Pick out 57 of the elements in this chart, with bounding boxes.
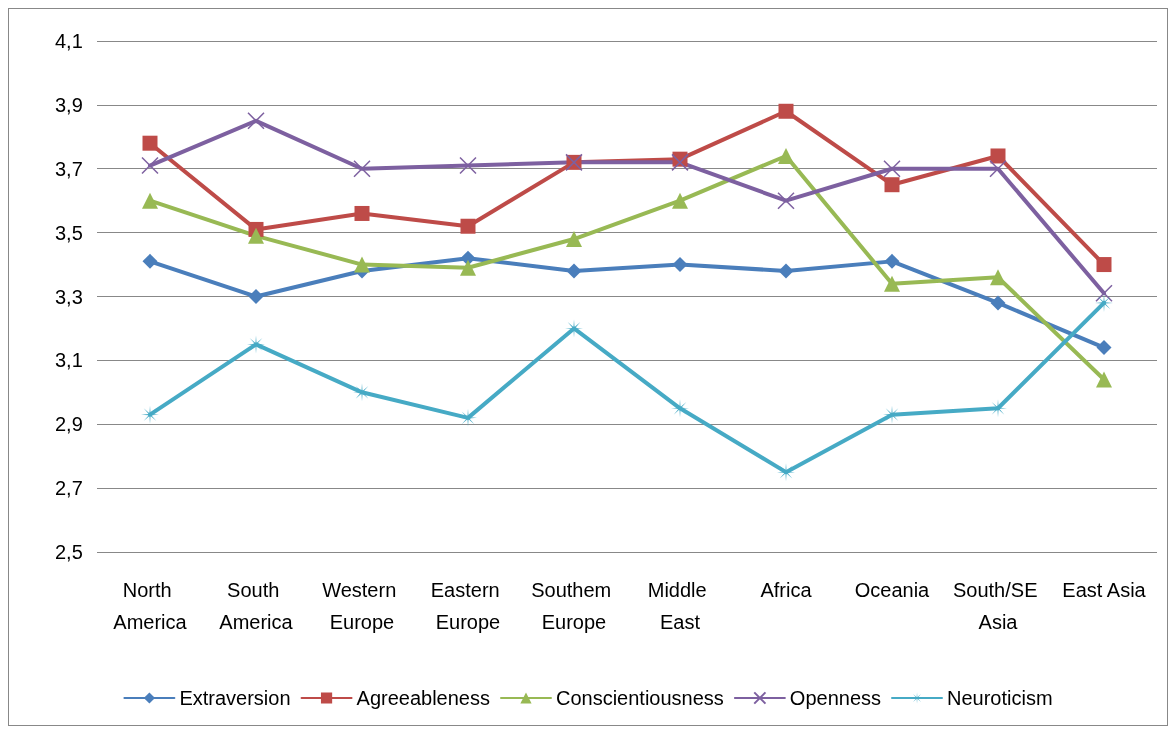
legend-label: Conscientiousness xyxy=(555,687,724,709)
point xyxy=(990,295,1006,311)
point xyxy=(142,253,158,269)
y-tick-label: 2,9 xyxy=(55,413,83,436)
x-tick-label: Oceania xyxy=(854,579,931,601)
point xyxy=(354,256,370,273)
point xyxy=(142,192,158,209)
point xyxy=(566,231,582,248)
point xyxy=(884,275,900,292)
x-tick-label: South/SE Asia xyxy=(952,579,1044,633)
point xyxy=(1095,284,1113,303)
point xyxy=(778,103,794,119)
x-tick-label: East Asia xyxy=(1062,579,1147,601)
point xyxy=(884,177,900,193)
legend-label: Extraversion xyxy=(179,687,291,709)
x-tick-label: Western Europe xyxy=(322,579,402,633)
y-tick-label: 4,1 xyxy=(55,30,83,52)
point xyxy=(990,148,1006,164)
x-tick-label: North America xyxy=(113,579,188,633)
point xyxy=(247,112,265,130)
x-tick-label: Middle East xyxy=(647,579,713,633)
y-tick-label: 3,7 xyxy=(55,157,83,180)
y-tick-label: 3,9 xyxy=(55,93,83,116)
point xyxy=(1096,257,1112,273)
point xyxy=(460,259,476,276)
point xyxy=(778,147,794,164)
point xyxy=(884,253,900,269)
legend-label: Openness xyxy=(789,687,882,709)
legend-label: Neuroticism xyxy=(947,687,1053,709)
point xyxy=(142,135,158,151)
point xyxy=(354,205,370,221)
point xyxy=(566,263,582,279)
x-tick-label: South America xyxy=(219,579,294,633)
point xyxy=(883,160,901,178)
legend-label: Agreeableness xyxy=(356,687,490,709)
x-tick-label: Africa xyxy=(760,579,813,601)
y-tick-label: 3,5 xyxy=(55,221,83,244)
point xyxy=(353,160,371,178)
point xyxy=(778,263,794,279)
y-tick-label: 3,1 xyxy=(55,349,83,372)
x-tick-label: Eastern Europe xyxy=(430,579,506,633)
point xyxy=(141,156,159,175)
point xyxy=(672,257,688,273)
point xyxy=(777,191,795,210)
point xyxy=(1096,340,1112,356)
y-tick-label: 2,5 xyxy=(55,541,83,563)
point xyxy=(459,156,477,175)
y-tick-label: 2,7 xyxy=(55,477,83,500)
point xyxy=(248,289,264,304)
x-tick-label: Southem Europe xyxy=(531,579,617,633)
point xyxy=(1096,371,1112,388)
point xyxy=(671,153,689,172)
point xyxy=(672,192,688,209)
point xyxy=(460,218,476,234)
point xyxy=(248,227,264,244)
point xyxy=(990,269,1006,286)
y-tick-label: 3,3 xyxy=(55,285,83,308)
